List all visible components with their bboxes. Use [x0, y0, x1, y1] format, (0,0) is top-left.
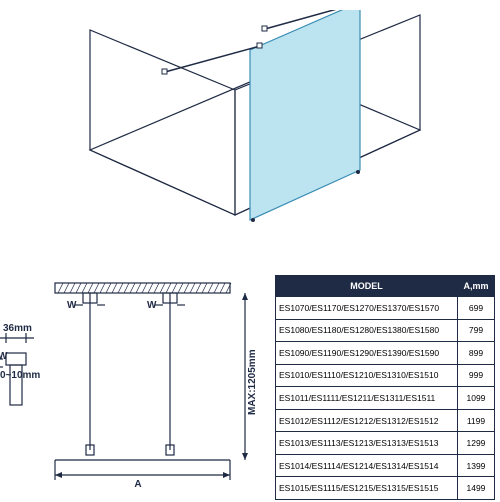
cell-model: ES1080/ES1180/ES1280/ES1380/ES1580	[276, 319, 458, 342]
table-row: ES1014/ES1114/ES1214/ES1314/ES15141399	[276, 454, 495, 477]
cell-a: 999	[457, 364, 494, 387]
cell-a: 1099	[457, 387, 494, 410]
cell-a: 1499	[457, 477, 494, 500]
cell-a: 699	[457, 297, 494, 320]
table-row: ES1012/ES1112/ES1212/ES1312/ES15121199	[276, 409, 495, 432]
cell-model: ES1013/ES1113/ES1213/ES1313/ES1513	[276, 432, 458, 455]
table-row: ES1011/ES1111/ES1211/ES1311/ES15111099	[276, 387, 495, 410]
plan-diagram: W W 36mm 0~10mm W MAX:1205mm	[0, 275, 270, 490]
cell-model: ES1010/ES1110/ES1210/ES1310/ES1510	[276, 364, 458, 387]
cell-model: ES1014/ES1114/ES1214/ES1314/ES1514	[276, 454, 458, 477]
col-model: MODEL	[276, 276, 458, 297]
table-row: ES1090/ES1190/ES1290/ES1390/ES1590899	[276, 342, 495, 365]
cell-a: 1399	[457, 454, 494, 477]
cell-model: ES1015/ES1115/ES1215/ES1315/ES1515	[276, 477, 458, 500]
cell-a: 1199	[457, 409, 494, 432]
w-label-3: W	[0, 351, 8, 362]
w-label-2: W	[147, 300, 157, 311]
table-row: ES1015/ES1115/ES1215/ES1315/ES15151499	[276, 477, 495, 500]
model-table: MODEL A,mm ES1070/ES1170/ES1270/ES1370/E…	[275, 275, 495, 500]
table-row: ES1013/ES1113/ES1213/ES1313/ES15131299	[276, 432, 495, 455]
dim-max: MAX:1205mm	[247, 349, 258, 415]
col-a: A,mm	[457, 276, 494, 297]
dim-36mm: 36mm	[3, 323, 32, 334]
cell-a: 899	[457, 342, 494, 365]
w-label-1: W	[67, 300, 77, 311]
label-a: A	[134, 479, 141, 490]
isometric-diagram	[10, 10, 490, 270]
dim-0-10mm: 0~10mm	[0, 370, 40, 381]
cell-a: 799	[457, 319, 494, 342]
table-row: ES1070/ES1170/ES1270/ES1370/ES1570699	[276, 297, 495, 320]
cell-model: ES1011/ES1111/ES1211/ES1311/ES1511	[276, 387, 458, 410]
cell-model: ES1012/ES1112/ES1212/ES1312/ES1512	[276, 409, 458, 432]
cell-a: 1299	[457, 432, 494, 455]
table-row: ES1080/ES1180/ES1280/ES1380/ES1580799	[276, 319, 495, 342]
cell-model: ES1090/ES1190/ES1290/ES1390/ES1590	[276, 342, 458, 365]
cell-model: ES1070/ES1170/ES1270/ES1370/ES1570	[276, 297, 458, 320]
table-row: ES1010/ES1110/ES1210/ES1310/ES1510999	[276, 364, 495, 387]
